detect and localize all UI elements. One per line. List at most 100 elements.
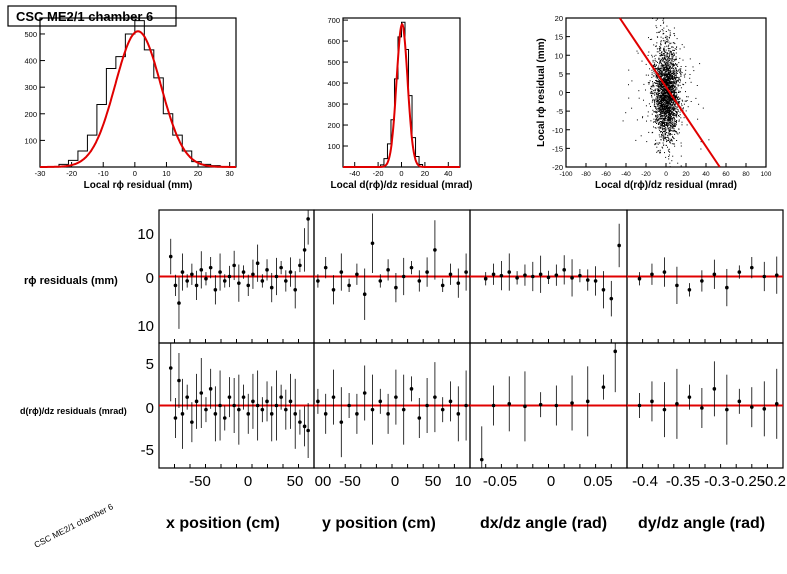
scatter-point xyxy=(657,110,659,112)
scatter-point xyxy=(628,69,630,71)
scatter-point xyxy=(665,63,666,65)
x-tick-label: -20 xyxy=(641,171,651,178)
scatter-point xyxy=(652,75,654,77)
scatter-point xyxy=(666,124,668,126)
scatter-point xyxy=(663,18,665,20)
scatter-point xyxy=(661,92,663,94)
scatter-point xyxy=(673,102,675,104)
scatter-point xyxy=(659,151,661,153)
scatter-point xyxy=(656,103,658,105)
scatter-point xyxy=(675,95,677,96)
scatter-point xyxy=(651,56,653,58)
scatter-point xyxy=(660,84,662,86)
scatter-point xyxy=(661,59,662,61)
scatter-point xyxy=(671,81,673,83)
scatter-point xyxy=(660,110,662,112)
data-point xyxy=(260,407,265,412)
scatter-point xyxy=(684,73,686,75)
scatter-point xyxy=(665,124,667,126)
scatter-point xyxy=(673,113,675,115)
scatter-point xyxy=(673,42,675,44)
scatter-point xyxy=(656,146,658,148)
y-tick-label: 10 xyxy=(555,51,563,60)
data-point xyxy=(401,407,406,412)
scatter-point xyxy=(666,67,668,69)
y-tick-label: 300 xyxy=(327,100,340,109)
scatter-point xyxy=(669,32,671,34)
scatter-point xyxy=(670,58,672,60)
scatter-point xyxy=(664,136,666,138)
scatter-point xyxy=(664,66,666,68)
scatter-point xyxy=(673,118,675,120)
scatter-point xyxy=(672,64,674,66)
scatter-point xyxy=(662,97,664,99)
scatter-point xyxy=(652,98,654,100)
scatter-point xyxy=(664,124,665,125)
scatter-point xyxy=(663,103,665,104)
scatter-point xyxy=(659,116,661,118)
scatter-point xyxy=(661,99,663,101)
scatter-point xyxy=(661,85,663,87)
scatter-point xyxy=(666,56,668,58)
scatter-point xyxy=(674,123,676,125)
scatter-point xyxy=(660,62,662,64)
scatter-point xyxy=(660,70,662,72)
scatter-point xyxy=(670,116,672,118)
scatter-point xyxy=(660,25,662,27)
scatter-point xyxy=(673,75,675,77)
scatter-point xyxy=(673,65,675,67)
scatter-point xyxy=(660,114,662,116)
scatter-point xyxy=(674,109,676,111)
scatter-point xyxy=(683,103,685,105)
scatter-point xyxy=(660,131,662,132)
scatter-point xyxy=(665,107,667,109)
data-point xyxy=(213,412,218,416)
scatter-point xyxy=(661,89,663,91)
scatter-point xyxy=(658,119,660,121)
scatter-point xyxy=(658,58,660,60)
data-point xyxy=(279,395,283,399)
scatter-point xyxy=(675,67,677,69)
chart-correlation-scatter: -100 -80 -60 -40 -20 0 20 40 60 80 100-20-15-10-50… xyxy=(536,14,772,191)
scatter-point xyxy=(662,87,664,89)
scatter-point xyxy=(656,36,658,38)
scatter-point xyxy=(680,71,682,73)
scatter-point xyxy=(674,93,676,95)
x-tick-label: -0.35 xyxy=(666,473,700,490)
scatter-point xyxy=(658,65,660,67)
scatter-point xyxy=(662,73,664,75)
scatter-point xyxy=(665,94,667,96)
scatter-point xyxy=(649,80,651,82)
scatter-point xyxy=(659,109,661,111)
x-tick-label: 0 xyxy=(391,473,399,490)
scatter-point xyxy=(659,142,661,144)
scatter-point xyxy=(670,83,672,85)
scatter-point xyxy=(663,131,664,133)
scatter-point xyxy=(657,106,659,108)
scatter-point xyxy=(676,99,677,101)
scatter-point xyxy=(672,135,674,137)
scatter-point xyxy=(673,33,675,34)
x-tick-label: 0.05 xyxy=(583,473,612,490)
scatter-point xyxy=(671,139,673,141)
scatter-point xyxy=(665,100,667,102)
scatter-point xyxy=(678,98,680,100)
data-point xyxy=(213,288,218,292)
scatter-point xyxy=(662,137,664,139)
scatter-point xyxy=(655,112,657,113)
scatter-point xyxy=(676,46,677,48)
scatter-point xyxy=(672,84,674,86)
scatter-point xyxy=(653,100,655,102)
scatter-point xyxy=(670,71,672,73)
scatter-point xyxy=(668,96,669,98)
scatter-point xyxy=(662,125,664,127)
scatter-point xyxy=(668,80,670,82)
scatter-point xyxy=(685,66,687,67)
y-tick-label: 300 xyxy=(24,83,37,92)
scatter-point xyxy=(668,133,670,135)
scatter-point xyxy=(668,107,669,109)
scatter-point xyxy=(663,53,665,55)
scatter-point xyxy=(674,108,676,110)
x-tick-label: 40 xyxy=(702,171,710,178)
scatter-point xyxy=(664,121,666,123)
